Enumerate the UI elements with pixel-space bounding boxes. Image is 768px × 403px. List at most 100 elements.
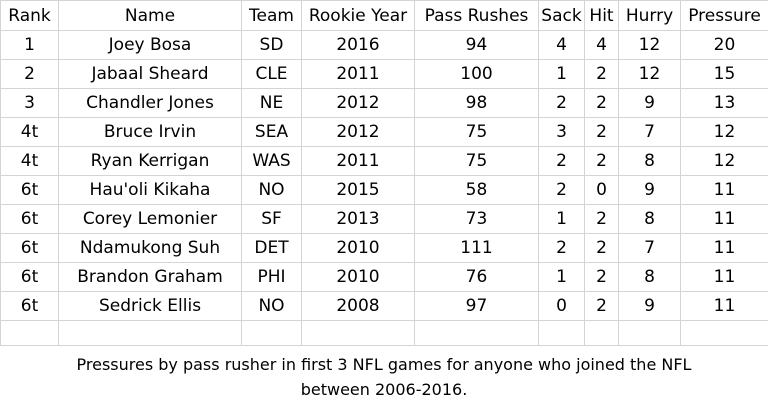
cell-hurry[interactable]: 9 bbox=[618, 175, 681, 205]
cell-rookie-year[interactable]: 2012 bbox=[301, 88, 415, 118]
cell-pressure[interactable]: 13 bbox=[680, 88, 768, 118]
cell-team[interactable]: SF bbox=[241, 204, 302, 234]
header-rookie-year[interactable]: Rookie Year bbox=[301, 0, 415, 31]
cell-hurry[interactable]: 8 bbox=[618, 204, 681, 234]
header-hit[interactable]: Hit bbox=[584, 0, 619, 31]
cell-hit[interactable]: 2 bbox=[584, 146, 619, 176]
cell-team[interactable]: SD bbox=[241, 30, 302, 60]
header-pressure[interactable]: Pressure bbox=[680, 0, 768, 31]
cell-sack[interactable]: 1 bbox=[538, 262, 585, 292]
cell-name[interactable]: Chandler Jones bbox=[58, 88, 242, 118]
cell-rookie-year[interactable]: 2013 bbox=[301, 204, 415, 234]
cell-rank[interactable]: 1 bbox=[0, 30, 59, 60]
cell-name[interactable]: Ryan Kerrigan bbox=[58, 146, 242, 176]
cell-hurry[interactable]: 9 bbox=[618, 88, 681, 118]
cell-team[interactable]: NE bbox=[241, 88, 302, 118]
cell-rank[interactable]: 4t bbox=[0, 117, 59, 147]
cell-team[interactable]: NO bbox=[241, 175, 302, 205]
cell-rookie-year[interactable]: 2011 bbox=[301, 146, 415, 176]
cell-team[interactable]: PHI bbox=[241, 262, 302, 292]
cell-rookie-year[interactable]: 2010 bbox=[301, 262, 415, 292]
cell-hurry[interactable]: 12 bbox=[618, 30, 681, 60]
cell-pass-rushes[interactable]: 97 bbox=[414, 291, 539, 321]
cell-hit[interactable]: 2 bbox=[584, 291, 619, 321]
cell-rank[interactable]: 3 bbox=[0, 88, 59, 118]
cell-rank[interactable]: 6t bbox=[0, 233, 59, 263]
cell-hurry[interactable]: 9 bbox=[618, 291, 681, 321]
cell-rank[interactable]: 6t bbox=[0, 204, 59, 234]
cell-team[interactable]: WAS bbox=[241, 146, 302, 176]
cell-pass-rushes[interactable]: 73 bbox=[414, 204, 539, 234]
cell-team[interactable]: SEA bbox=[241, 117, 302, 147]
cell-rank[interactable]: 6t bbox=[0, 291, 59, 321]
cell-pressure[interactable]: 12 bbox=[680, 117, 768, 147]
cell-sack[interactable]: 3 bbox=[538, 117, 585, 147]
cell-hit[interactable]: 4 bbox=[584, 30, 619, 60]
cell-name[interactable]: Corey Lemonier bbox=[58, 204, 242, 234]
cell-name[interactable]: Brandon Graham bbox=[58, 262, 242, 292]
cell-rank[interactable]: 2 bbox=[0, 59, 59, 89]
cell-sack[interactable]: 0 bbox=[538, 291, 585, 321]
cell-name[interactable]: Sedrick Ellis bbox=[58, 291, 242, 321]
cell-pass-rushes[interactable]: 75 bbox=[414, 146, 539, 176]
cell-sack[interactable]: 2 bbox=[538, 88, 585, 118]
cell-pressure[interactable]: 11 bbox=[680, 262, 768, 292]
cell-rookie-year[interactable]: 2011 bbox=[301, 59, 415, 89]
header-pass-rushes[interactable]: Pass Rushes bbox=[414, 0, 539, 31]
cell-rookie-year[interactable]: 2008 bbox=[301, 291, 415, 321]
cell-team[interactable]: NO bbox=[241, 291, 302, 321]
header-rank[interactable]: Rank bbox=[0, 0, 59, 31]
cell-hurry[interactable]: 8 bbox=[618, 262, 681, 292]
cell-hurry[interactable]: 7 bbox=[618, 117, 681, 147]
cell-pass-rushes[interactable]: 58 bbox=[414, 175, 539, 205]
cell-sack[interactable]: 2 bbox=[538, 146, 585, 176]
cell-pass-rushes[interactable]: 100 bbox=[414, 59, 539, 89]
cell-rookie-year[interactable]: 2010 bbox=[301, 233, 415, 263]
header-sack[interactable]: Sack bbox=[538, 0, 585, 31]
cell-sack[interactable]: 2 bbox=[538, 233, 585, 263]
cell-pressure[interactable]: 11 bbox=[680, 175, 768, 205]
cell-pass-rushes[interactable]: 98 bbox=[414, 88, 539, 118]
cell-team[interactable]: CLE bbox=[241, 59, 302, 89]
cell-name[interactable]: Hau'oli Kikaha bbox=[58, 175, 242, 205]
cell-name[interactable]: Ndamukong Suh bbox=[58, 233, 242, 263]
cell-pressure[interactable]: 11 bbox=[680, 204, 768, 234]
cell-hit[interactable]: 2 bbox=[584, 88, 619, 118]
cell-pass-rushes[interactable]: 94 bbox=[414, 30, 539, 60]
cell-name[interactable]: Jabaal Sheard bbox=[58, 59, 242, 89]
cell-hit[interactable]: 2 bbox=[584, 233, 619, 263]
cell-rookie-year[interactable]: 2015 bbox=[301, 175, 415, 205]
cell-hurry[interactable]: 8 bbox=[618, 146, 681, 176]
cell-sack[interactable]: 4 bbox=[538, 30, 585, 60]
cell-hit[interactable]: 2 bbox=[584, 262, 619, 292]
cell-pressure[interactable]: 11 bbox=[680, 291, 768, 321]
cell-pressure[interactable]: 11 bbox=[680, 233, 768, 263]
cell-pressure[interactable]: 20 bbox=[680, 30, 768, 60]
table-row: 4t Ryan Kerrigan WAS 2011 75 2 2 8 12 bbox=[0, 146, 768, 176]
cell-pressure[interactable]: 15 bbox=[680, 59, 768, 89]
cell-sack[interactable]: 1 bbox=[538, 59, 585, 89]
cell-pass-rushes[interactable]: 75 bbox=[414, 117, 539, 147]
cell-hurry[interactable]: 7 bbox=[618, 233, 681, 263]
cell-rank[interactable]: 4t bbox=[0, 146, 59, 176]
cell-hit[interactable]: 2 bbox=[584, 117, 619, 147]
cell-team[interactable]: DET bbox=[241, 233, 302, 263]
cell-name[interactable]: Joey Bosa bbox=[58, 30, 242, 60]
header-team[interactable]: Team bbox=[241, 0, 302, 31]
cell-pressure[interactable]: 12 bbox=[680, 146, 768, 176]
cell-hit[interactable]: 0 bbox=[584, 175, 619, 205]
header-hurry[interactable]: Hurry bbox=[618, 0, 681, 31]
cell-hit[interactable]: 2 bbox=[584, 59, 619, 89]
cell-name[interactable]: Bruce Irvin bbox=[58, 117, 242, 147]
cell-hit[interactable]: 2 bbox=[584, 204, 619, 234]
cell-rookie-year[interactable]: 2016 bbox=[301, 30, 415, 60]
cell-pass-rushes[interactable]: 111 bbox=[414, 233, 539, 263]
cell-pass-rushes[interactable]: 76 bbox=[414, 262, 539, 292]
cell-rank[interactable]: 6t bbox=[0, 175, 59, 205]
header-name[interactable]: Name bbox=[58, 0, 242, 31]
cell-sack[interactable]: 1 bbox=[538, 204, 585, 234]
cell-rookie-year[interactable]: 2012 bbox=[301, 117, 415, 147]
cell-rank[interactable]: 6t bbox=[0, 262, 59, 292]
cell-hurry[interactable]: 12 bbox=[618, 59, 681, 89]
cell-sack[interactable]: 2 bbox=[538, 175, 585, 205]
